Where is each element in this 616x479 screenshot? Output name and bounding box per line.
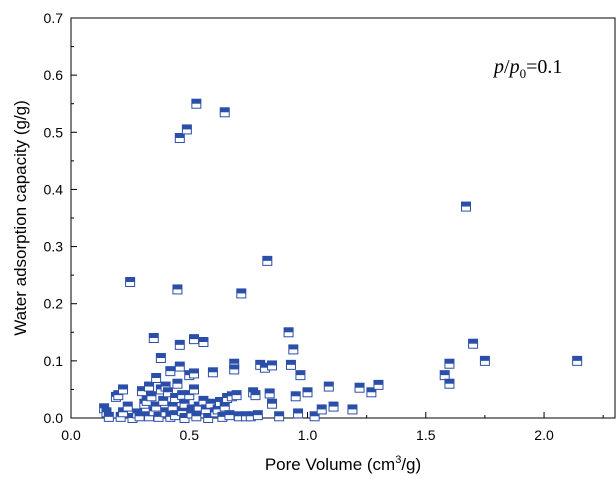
x-tick-label: 2.0 (534, 427, 554, 443)
y-tick-label: 0.3 (44, 239, 64, 255)
data-point (267, 398, 278, 409)
data-point (134, 411, 145, 422)
data-point (181, 124, 192, 135)
data-point (151, 373, 162, 383)
data-point (444, 378, 455, 389)
data-point (250, 390, 261, 401)
x-axis-title: Pore Volume (cm3/g) (265, 454, 421, 474)
data-point (207, 367, 218, 378)
data-point (103, 411, 114, 422)
data-point (373, 379, 384, 390)
plot-frame (70, 17, 616, 419)
data-point (366, 387, 377, 398)
y-tick-label: 0.4 (44, 181, 64, 197)
data-point (162, 387, 173, 398)
data-point (293, 408, 304, 419)
data-point (172, 378, 183, 389)
data-point (198, 337, 209, 347)
data-point (174, 361, 185, 372)
data-point (148, 333, 159, 343)
data-point (236, 288, 247, 299)
data-point (252, 410, 263, 421)
data-point (155, 353, 166, 363)
x-tick-label: 1.0 (298, 427, 318, 443)
x-tick-label: 1.5 (416, 427, 436, 443)
tick-labels: 0.0 0.5 1.0 1.5 2.0 0.0 0.1 0.2 0.3 0.4 0.5 0.6 0.7 (44, 10, 554, 443)
data-point (229, 364, 240, 375)
data-point (290, 391, 301, 402)
data-point (309, 411, 320, 422)
data-point (146, 391, 157, 402)
data-point (188, 368, 199, 379)
data-point (264, 388, 275, 399)
y-tick-label: 0.2 (44, 296, 64, 312)
data-point (151, 401, 162, 412)
data-point (283, 327, 294, 338)
data-point (174, 339, 185, 350)
data-point (295, 370, 306, 381)
data-points (99, 98, 583, 423)
data-point (267, 360, 278, 371)
data-point (167, 401, 178, 412)
data-point (219, 107, 230, 118)
y-tick-label: 0.6 (44, 67, 64, 83)
data-point (231, 390, 242, 401)
data-point (174, 133, 185, 143)
data-point (323, 381, 334, 392)
data-point (191, 98, 202, 109)
y-tick-label: 0.0 (44, 410, 64, 426)
data-point (144, 381, 155, 392)
data-point (188, 334, 199, 345)
data-point (191, 411, 202, 422)
x-tick-label: 0.5 (180, 427, 200, 443)
data-point (328, 401, 339, 412)
data-point (224, 410, 235, 421)
data-point (274, 411, 285, 422)
data-point (285, 359, 296, 370)
data-point (158, 395, 169, 406)
y-axis-title: Water adsorption capacity (g/g) (11, 100, 30, 336)
data-point (347, 404, 358, 415)
data-point (122, 401, 133, 412)
data-point (118, 384, 129, 395)
data-point (354, 382, 365, 393)
data-point (468, 338, 479, 349)
data-point (203, 413, 214, 423)
data-point (439, 370, 450, 381)
data-point (444, 358, 455, 369)
y-tick-label: 0.7 (44, 10, 64, 26)
data-point (302, 387, 313, 398)
data-point (125, 277, 136, 287)
y-tick-label: 0.5 (44, 124, 64, 140)
data-point (172, 284, 183, 295)
data-point (460, 201, 471, 212)
y-tick-label: 0.1 (44, 353, 64, 369)
data-point (219, 401, 230, 412)
annotation-label: p/p0=0.1 (492, 56, 562, 81)
data-point (288, 344, 299, 355)
x-tick-label: 0.0 (61, 427, 81, 443)
data-point (262, 255, 273, 266)
data-point (188, 384, 199, 395)
data-point (572, 355, 583, 366)
data-point (165, 366, 176, 377)
data-point (479, 355, 490, 366)
data-point (316, 404, 327, 415)
